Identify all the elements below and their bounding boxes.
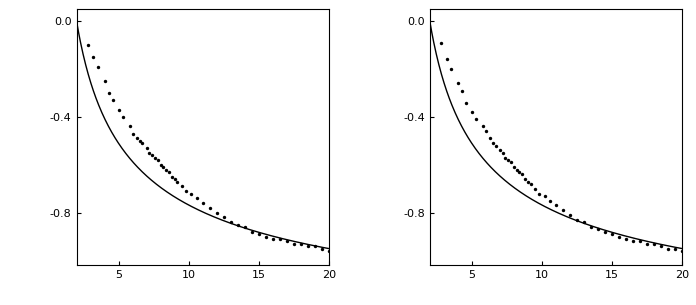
Point [585,224,596,229]
Point [592,227,603,232]
Point [441,57,452,62]
Point [161,167,172,172]
Point [649,241,660,246]
Point [226,220,237,225]
Point [490,143,501,148]
Point [295,241,306,246]
Point [452,81,464,86]
Point [606,232,617,237]
Point [218,215,229,220]
Point [508,165,519,170]
Point [519,177,530,181]
Point [522,179,533,184]
Point [211,210,222,215]
Point [480,129,491,134]
Point [204,206,215,210]
Point [176,184,187,189]
Point [82,43,93,48]
Point [663,246,674,251]
Point [578,220,590,225]
Point [191,196,203,201]
Point [134,138,145,143]
Point [500,155,511,160]
Point [514,170,525,174]
Point [635,239,646,244]
Point [274,237,285,242]
Point [316,246,327,251]
Point [246,229,258,234]
Point [545,198,556,203]
Point [511,167,522,172]
Point [525,181,536,186]
Point [113,107,124,112]
Point [155,162,166,167]
Point [494,148,505,153]
Point [103,91,114,95]
Point [613,234,624,239]
Point [166,174,177,179]
Point [169,177,180,181]
Point [530,186,541,191]
Point [677,249,688,253]
Point [534,191,545,196]
Point [461,100,472,105]
Point [144,150,155,155]
Point [497,150,508,155]
Point [551,203,562,208]
Point [260,234,271,239]
Point [309,244,320,249]
Point [656,244,667,249]
Point [186,191,197,196]
Point [197,201,208,206]
Point [125,124,136,129]
Point [147,153,158,158]
Point [503,158,514,163]
Point [288,241,299,246]
Point [180,189,191,194]
Point [141,145,152,150]
Point [152,158,164,163]
Point [158,165,169,170]
Point [505,160,516,165]
Point [539,193,551,198]
Point [253,232,264,237]
Point [477,124,489,129]
Point [628,239,639,244]
Point [127,131,139,136]
Point [516,172,528,177]
Point [599,229,610,234]
Point [670,246,681,251]
Point [132,136,143,141]
Point [470,117,482,122]
Point [302,244,313,249]
Point [484,136,496,141]
Point [564,213,576,217]
Point [117,114,128,119]
Point [436,40,447,45]
Point [150,155,161,160]
Point [99,79,110,84]
Point [487,141,498,146]
Point [172,179,183,184]
Point [164,170,175,174]
Point [281,239,292,244]
Point [457,88,468,93]
Point [466,110,477,115]
Point [232,222,244,227]
Point [88,55,99,59]
Point [557,208,569,213]
Point [267,237,278,242]
Point [620,237,631,242]
Point [642,241,653,246]
Point [107,98,118,102]
Point [571,217,583,222]
Point [323,249,334,253]
Point [92,64,103,69]
Point [445,66,457,71]
Point [137,141,148,146]
Point [239,224,251,229]
